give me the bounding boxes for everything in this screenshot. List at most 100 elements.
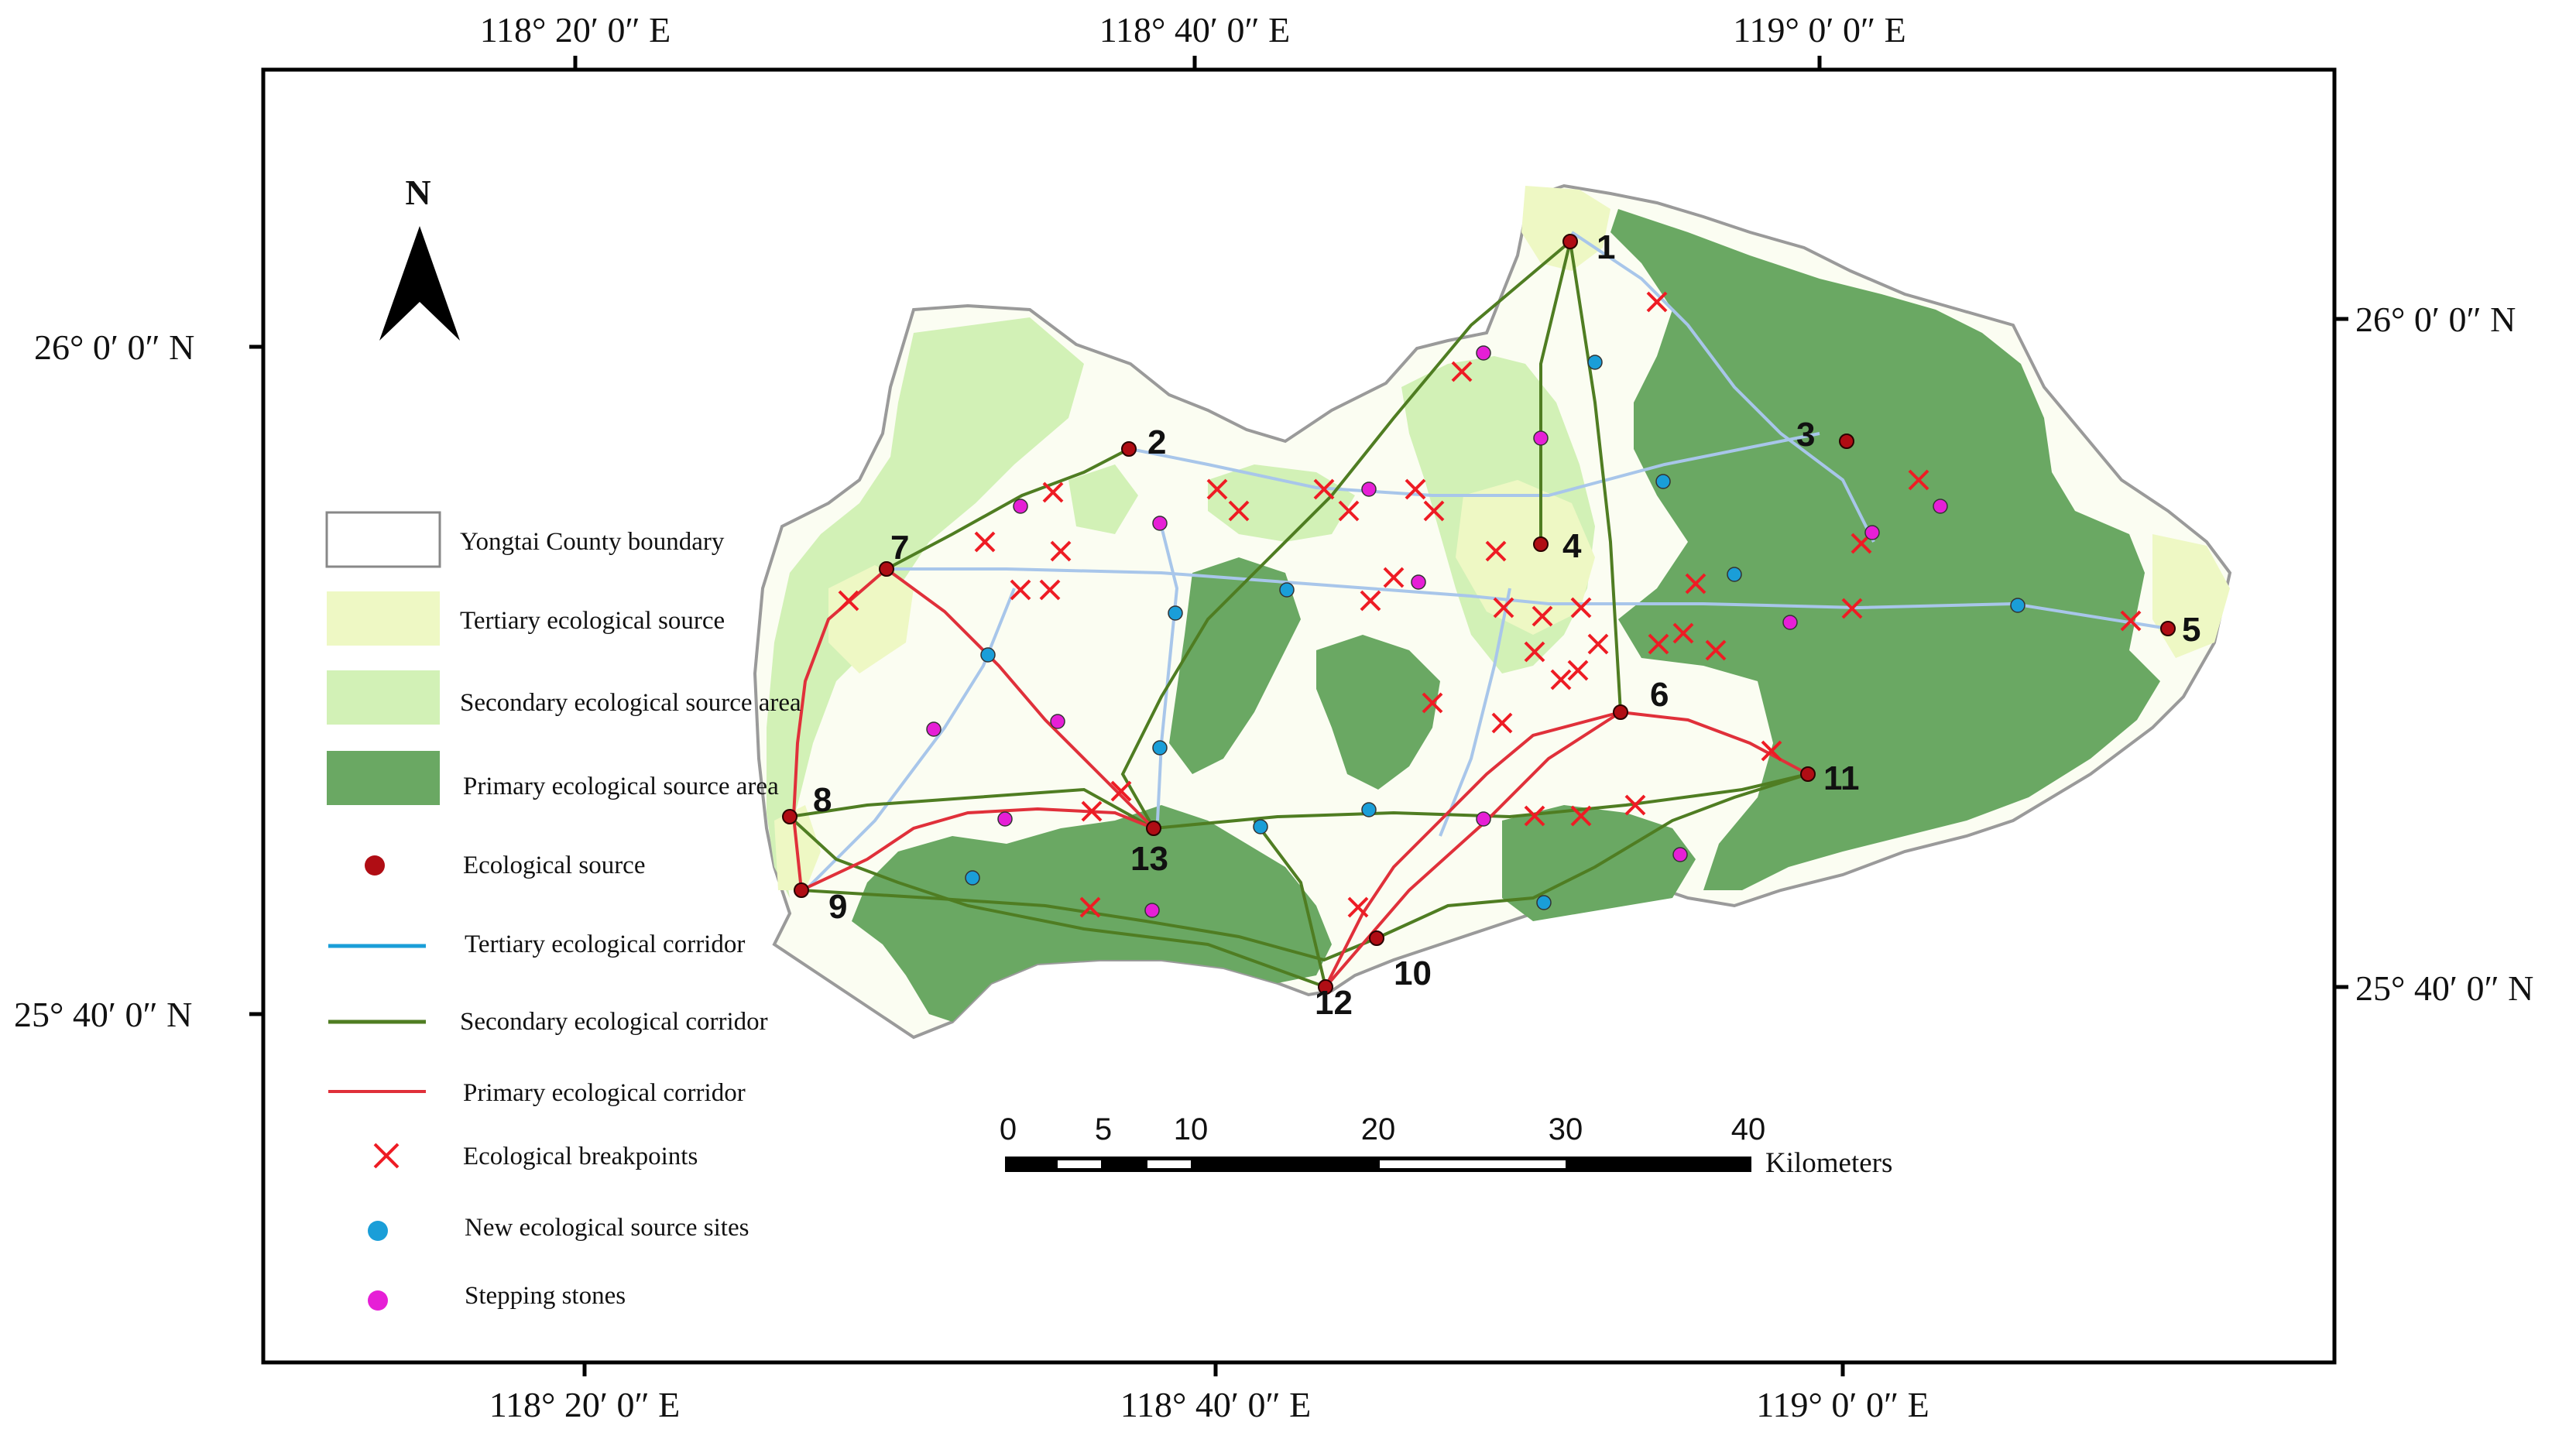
- new-source-site-marker[interactable]: [1168, 605, 1183, 621]
- scale-tick-label: 10: [1174, 1112, 1209, 1146]
- secondary-corridor: [801, 889, 1377, 962]
- breakpoint-icon[interactable]: [1672, 622, 1694, 644]
- ecological-sources: [782, 234, 2176, 995]
- source-label: 2: [1147, 423, 1166, 461]
- new-source-site-marker[interactable]: [1279, 582, 1295, 598]
- breakpoint-icon[interactable]: [1524, 805, 1545, 827]
- breakpoint-icon[interactable]: [1567, 660, 1589, 681]
- new-source-site-marker[interactable]: [1253, 819, 1268, 834]
- breakpoint-icon[interactable]: [1081, 800, 1103, 822]
- ecological-source-marker[interactable]: [782, 809, 797, 824]
- stepping-stone-marker[interactable]: [1533, 430, 1549, 446]
- stepping-stone-marker[interactable]: [1152, 516, 1168, 531]
- breakpoint-icon[interactable]: [1485, 540, 1507, 562]
- breakpoint-icon[interactable]: [1646, 291, 1668, 313]
- breakpoint-icon[interactable]: [974, 531, 996, 553]
- new-source-site-marker[interactable]: [1587, 355, 1603, 370]
- breakpoint-icon[interactable]: [1360, 590, 1381, 612]
- legend-label: Stepping stones: [465, 1282, 626, 1310]
- stepping-stone-marker[interactable]: [1782, 615, 1798, 630]
- breakpoint-icon[interactable]: [1532, 605, 1553, 627]
- breakpoint-icon[interactable]: [838, 590, 859, 612]
- ecological-source-marker[interactable]: [1533, 536, 1549, 552]
- ecological-source-marker[interactable]: [1562, 234, 1578, 249]
- breakpoint-icon[interactable]: [1383, 567, 1405, 588]
- stepping-stone-marker[interactable]: [1672, 847, 1688, 862]
- source-label: 12: [1315, 984, 1353, 1022]
- breakpoint-icon[interactable]: [1206, 478, 1228, 500]
- breakpoint-icon[interactable]: [1338, 500, 1360, 522]
- new-source-site-marker[interactable]: [1152, 740, 1168, 756]
- new-ecological-source-sites: [965, 355, 2025, 910]
- secondary-corridor: [1253, 819, 1327, 988]
- stepping-stone-marker[interactable]: [1361, 481, 1377, 497]
- stepping-stone-marker[interactable]: [1013, 499, 1028, 514]
- breakpoint-icon[interactable]: [1451, 361, 1473, 382]
- graticule-left-label: 25° 40′ 0″ N: [14, 995, 192, 1034]
- ecological-source-marker[interactable]: [879, 561, 894, 577]
- breakpoint-icon[interactable]: [1110, 780, 1132, 802]
- new-source-site-marker[interactable]: [1361, 802, 1377, 817]
- breakpoint-icon[interactable]: [2120, 610, 2142, 632]
- ecological-source-marker[interactable]: [1839, 433, 1854, 449]
- breakpoint-icon[interactable]: [1079, 896, 1101, 918]
- stepping-stone-marker[interactable]: [1864, 525, 1880, 540]
- ecological-source-marker[interactable]: [1800, 766, 1816, 782]
- stepping-stone-marker[interactable]: [1144, 903, 1160, 918]
- stepping-stone-marker[interactable]: [1476, 345, 1491, 361]
- ecological-source-marker[interactable]: [2160, 621, 2176, 636]
- new-source-site-marker[interactable]: [1727, 567, 1742, 582]
- breakpoint-icon[interactable]: [1587, 633, 1609, 655]
- new-source-site-marker[interactable]: [1536, 895, 1552, 910]
- ecological-source-marker[interactable]: [1613, 704, 1628, 720]
- secondary-corridor: [1569, 241, 1622, 713]
- ecological-source-marker[interactable]: [1121, 441, 1137, 457]
- breakpoint-icon[interactable]: [1313, 478, 1335, 500]
- stepping-stone-marker[interactable]: [1933, 499, 1948, 514]
- breakpoint-icon[interactable]: [1039, 579, 1061, 601]
- stepping-stone-marker[interactable]: [997, 811, 1013, 827]
- secondary-corridor: [1376, 773, 1809, 940]
- breakpoint-icon[interactable]: [1493, 597, 1514, 619]
- breakpoint-icon[interactable]: [1347, 896, 1369, 918]
- breakpoint-icon[interactable]: [1841, 598, 1863, 619]
- new-source-site-marker[interactable]: [965, 870, 980, 886]
- new-source-site-marker[interactable]: [1655, 474, 1671, 489]
- map-frame: [261, 67, 2337, 1365]
- breakpoint-icon[interactable]: [1010, 579, 1031, 601]
- breakpoint-icon[interactable]: [1761, 740, 1782, 762]
- breakpoint-icon[interactable]: [1705, 639, 1727, 661]
- breakpoint-icon[interactable]: [1405, 478, 1426, 500]
- stepping-stone-marker[interactable]: [1411, 574, 1426, 590]
- breakpoint-icon[interactable]: [1050, 540, 1072, 562]
- breakpoint-icon[interactable]: [1042, 481, 1064, 503]
- scale-tick-label: 30: [1549, 1112, 1583, 1146]
- ecological-source-marker[interactable]: [1318, 979, 1333, 995]
- ecological-source-marker[interactable]: [1146, 821, 1161, 836]
- stepping-stone-marker[interactable]: [1050, 714, 1065, 729]
- breakpoint-icon[interactable]: [1648, 633, 1669, 655]
- breakpoint-icon[interactable]: [1550, 669, 1572, 691]
- breakpoint-icon[interactable]: [1685, 573, 1706, 595]
- breakpoint-icon[interactable]: [1570, 805, 1592, 827]
- breakpoint-icon[interactable]: [1491, 712, 1513, 734]
- breakpoint-icon[interactable]: [1908, 469, 1929, 491]
- scale-tick-label: 40: [1731, 1112, 1766, 1146]
- graticule-top-label: 118° 20′ 0″ E: [480, 10, 671, 50]
- new-source-site-marker[interactable]: [2010, 598, 2025, 613]
- breakpoint-icon[interactable]: [1570, 597, 1592, 619]
- source-label: 4: [1562, 527, 1582, 565]
- breakpoint-icon[interactable]: [1624, 794, 1646, 816]
- stepping-stone-marker[interactable]: [1476, 811, 1491, 827]
- source-label: 1: [1597, 228, 1615, 266]
- breakpoint-icon[interactable]: [1228, 500, 1250, 522]
- ecological-source-marker[interactable]: [794, 882, 809, 898]
- ecological-source-marker[interactable]: [1369, 930, 1384, 946]
- stepping-stone-marker[interactable]: [926, 721, 942, 737]
- source-label: 11: [1823, 759, 1860, 797]
- breakpoint-icon[interactable]: [1422, 692, 1443, 714]
- new-source-site-marker[interactable]: [980, 647, 996, 663]
- breakpoint-icon[interactable]: [1423, 500, 1445, 522]
- tertiary-corridor: [804, 588, 1016, 892]
- breakpoint-icon[interactable]: [1524, 641, 1545, 663]
